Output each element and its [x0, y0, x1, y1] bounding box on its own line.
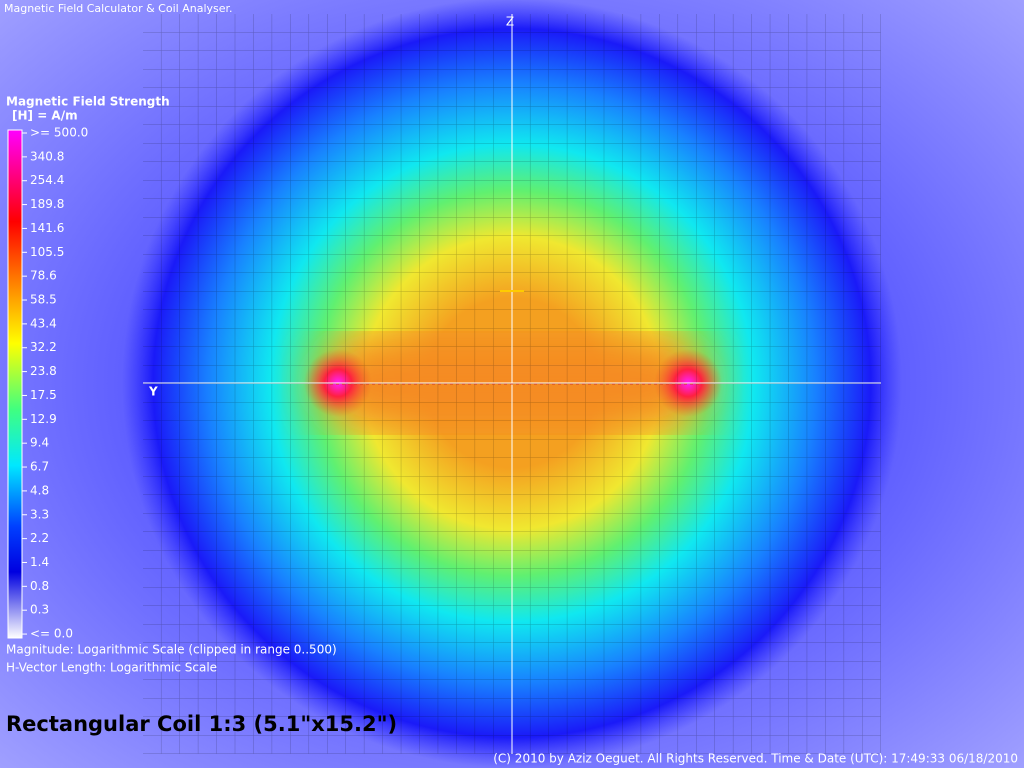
- legend-label: 12.9: [30, 412, 57, 426]
- legend-label: <= 0.0: [30, 627, 73, 641]
- legend-label: 6.7: [30, 460, 49, 474]
- legend-label: 58.5: [30, 293, 57, 307]
- legend-label: >= 500.0: [30, 126, 88, 140]
- footer: (C) 2010 by Aziz Oeguet. All Rights Rese…: [493, 752, 1018, 766]
- legend-label: 0.3: [30, 603, 49, 617]
- legend-label: 1.4: [30, 555, 49, 569]
- legend-unit: [H] = A/m: [12, 109, 78, 123]
- legend-label: 23.8: [30, 364, 57, 378]
- legend-label: 32.2: [30, 340, 57, 354]
- color-bar: [7, 129, 23, 639]
- legend-label: 3.3: [30, 507, 49, 521]
- legend-label: 340.8: [30, 149, 64, 163]
- legend-title: Magnetic Field Strength: [6, 95, 170, 109]
- note: H-Vector Length: Logarithmic Scale: [6, 661, 217, 675]
- app-title: Magnetic Field Calculator & Coil Analyse…: [4, 2, 233, 15]
- legend-label: 0.8: [30, 579, 49, 593]
- legend-label: 2.2: [30, 531, 49, 545]
- note: Magnitude: Logarithmic Scale (clipped in…: [6, 643, 337, 657]
- coil-title: Rectangular Coil 1:3 (5.1"x15.2"): [6, 712, 397, 736]
- y-axis-label: Y: [148, 385, 158, 399]
- legend-label: 9.4: [30, 436, 49, 450]
- legend-label: 78.6: [30, 269, 57, 283]
- legend-label: 254.4: [30, 173, 64, 187]
- legend-label: 17.5: [30, 388, 57, 402]
- z-axis-label: Z: [506, 15, 514, 29]
- legend-label: 105.5: [30, 245, 64, 259]
- legend-label: 141.6: [30, 221, 64, 235]
- legend-label: 4.8: [30, 483, 49, 497]
- legend-label: 43.4: [30, 316, 57, 330]
- legend-label: 189.8: [30, 197, 64, 211]
